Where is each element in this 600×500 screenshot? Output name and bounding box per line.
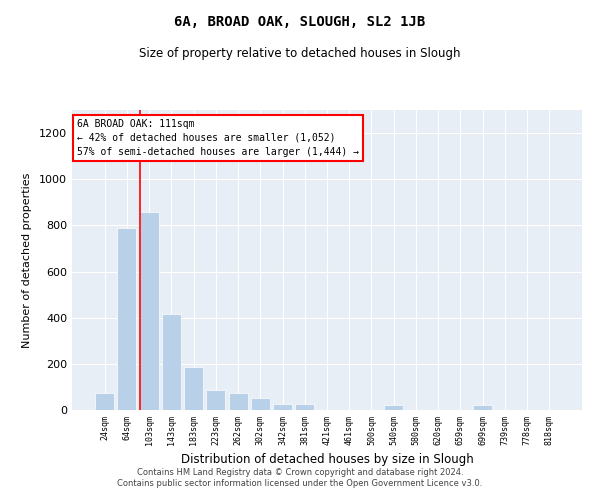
Bar <box>295 404 314 410</box>
Bar <box>95 392 114 410</box>
X-axis label: Distribution of detached houses by size in Slough: Distribution of detached houses by size … <box>181 453 473 466</box>
Text: Size of property relative to detached houses in Slough: Size of property relative to detached ho… <box>139 48 461 60</box>
Bar <box>162 314 181 410</box>
Bar <box>473 406 492 410</box>
Bar <box>229 392 248 410</box>
Bar <box>118 228 136 410</box>
Y-axis label: Number of detached properties: Number of detached properties <box>22 172 32 348</box>
Bar <box>251 398 270 410</box>
Bar <box>273 404 292 410</box>
Bar <box>206 390 225 410</box>
Bar <box>140 212 158 410</box>
Text: 6A, BROAD OAK, SLOUGH, SL2 1JB: 6A, BROAD OAK, SLOUGH, SL2 1JB <box>175 15 425 29</box>
Bar <box>184 368 203 410</box>
Bar <box>384 406 403 410</box>
Text: Contains HM Land Registry data © Crown copyright and database right 2024.
Contai: Contains HM Land Registry data © Crown c… <box>118 468 482 487</box>
Text: 6A BROAD OAK: 111sqm
← 42% of detached houses are smaller (1,052)
57% of semi-de: 6A BROAD OAK: 111sqm ← 42% of detached h… <box>77 119 359 157</box>
